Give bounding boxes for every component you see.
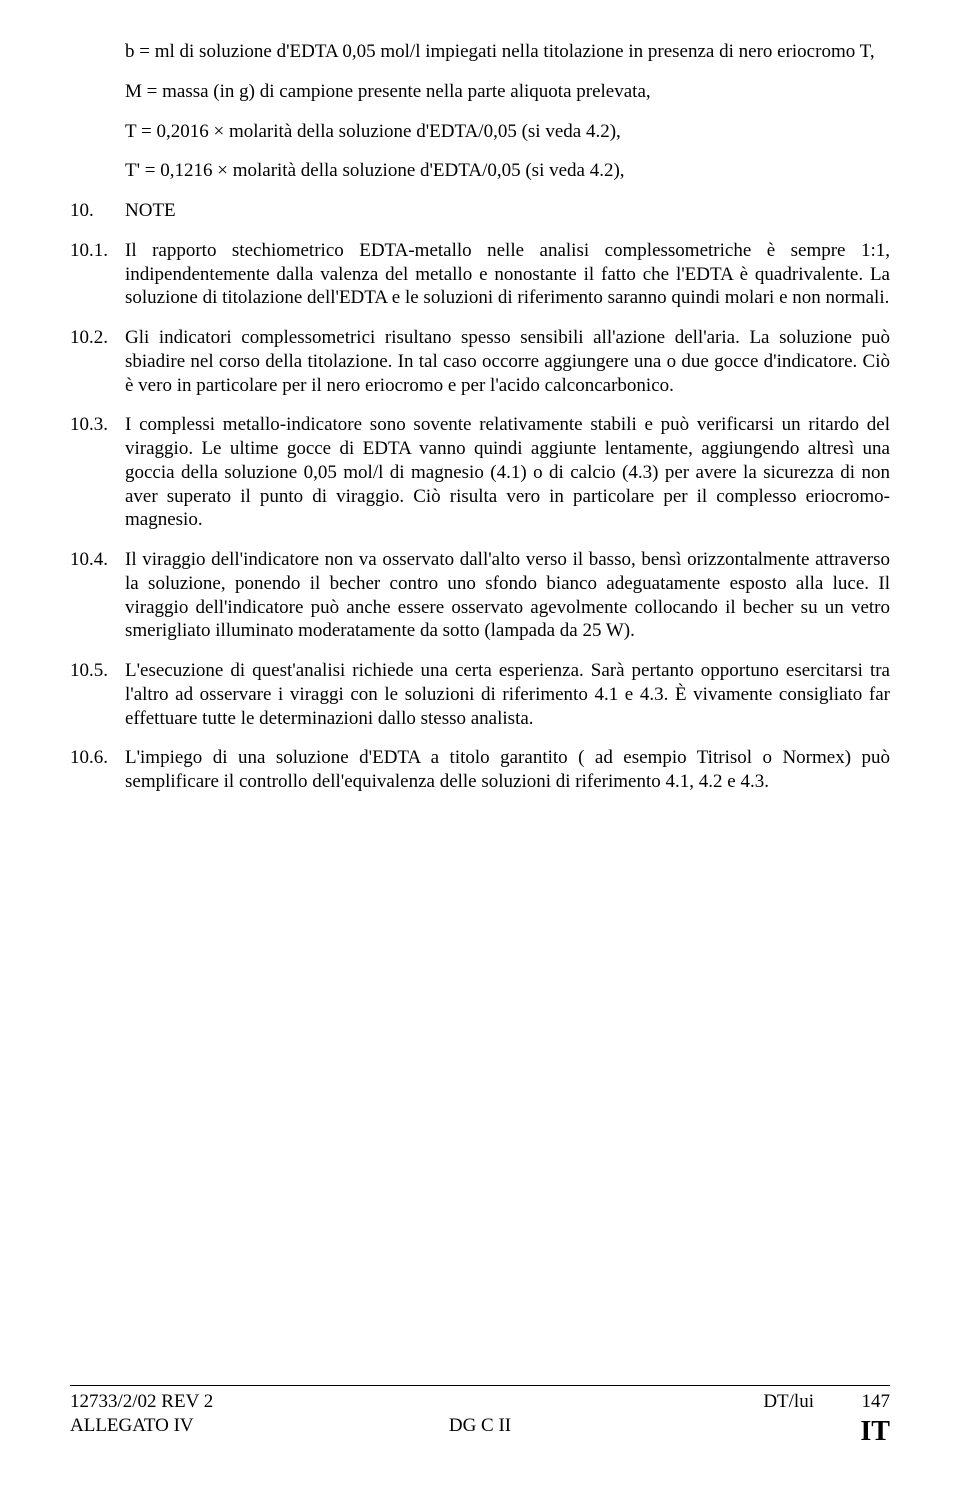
footer-lang: IT: [617, 1414, 890, 1449]
note-10-4: 10.4. Il viraggio dell'indicatore non va…: [70, 548, 890, 643]
def-b: b = ml di soluzione d'EDTA 0,05 mol/l im…: [125, 40, 890, 64]
note-num: 10.6.: [70, 746, 125, 794]
footer-doc-ref: 12733/2/02 REV 2: [70, 1390, 343, 1414]
note-text: Il rapporto stechiometrico EDTA-metallo …: [125, 239, 890, 310]
footer-annex: ALLEGATO IV: [70, 1414, 343, 1449]
note-num: 10.2.: [70, 326, 125, 397]
note-text: Il viraggio dell'indicatore non va osser…: [125, 548, 890, 643]
note-text: L'esecuzione di quest'analisi richiede u…: [125, 659, 890, 730]
note-text: Gli indicatori complessometrici risultan…: [125, 326, 890, 397]
note-10-1: 10.1. Il rapporto stechiometrico EDTA-me…: [70, 239, 890, 310]
note-num: 10.1.: [70, 239, 125, 310]
def-t: T = 0,2016 × molarità della soluzione d'…: [125, 120, 890, 144]
def-m: M = massa (in g) di campione presente ne…: [125, 80, 890, 104]
page-content: b = ml di soluzione d'EDTA 0,05 mol/l im…: [70, 40, 890, 1355]
note-text: I complessi metallo-indicatore sono sove…: [125, 413, 890, 532]
note-num: 10.3.: [70, 413, 125, 532]
footer-page-number: 147: [861, 1391, 890, 1412]
note-10-2: 10.2. Gli indicatori complessometrici ri…: [70, 326, 890, 397]
note-text: L'impiego di una soluzione d'EDTA a tito…: [125, 746, 890, 794]
footer-author: DT/lui 147: [617, 1390, 890, 1414]
page-footer: 12733/2/02 REV 2 DT/lui 147 ALLEGATO IV …: [70, 1385, 890, 1449]
section-10-label: NOTE: [125, 199, 890, 223]
footer-center-empty: [343, 1390, 616, 1414]
footer-author-text: DT/lui: [763, 1391, 814, 1412]
note-10-5: 10.5. L'esecuzione di quest'analisi rich…: [70, 659, 890, 730]
note-num: 10.5.: [70, 659, 125, 730]
footer-rule: [70, 1385, 890, 1386]
document-page: b = ml di soluzione d'EDTA 0,05 mol/l im…: [0, 0, 960, 1489]
section-10-heading: 10. NOTE: [70, 199, 890, 223]
footer-row-1: 12733/2/02 REV 2 DT/lui 147: [70, 1390, 890, 1414]
note-10-6: 10.6. L'impiego di una soluzione d'EDTA …: [70, 746, 890, 794]
footer-row-2: ALLEGATO IV DG C II IT: [70, 1414, 890, 1449]
def-tprime: T' = 0,1216 × molarità della soluzione d…: [125, 159, 890, 183]
section-10-num: 10.: [70, 199, 125, 223]
footer-dept: DG C II: [343, 1414, 616, 1449]
note-10-3: 10.3. I complessi metallo-indicatore son…: [70, 413, 890, 532]
note-num: 10.4.: [70, 548, 125, 643]
